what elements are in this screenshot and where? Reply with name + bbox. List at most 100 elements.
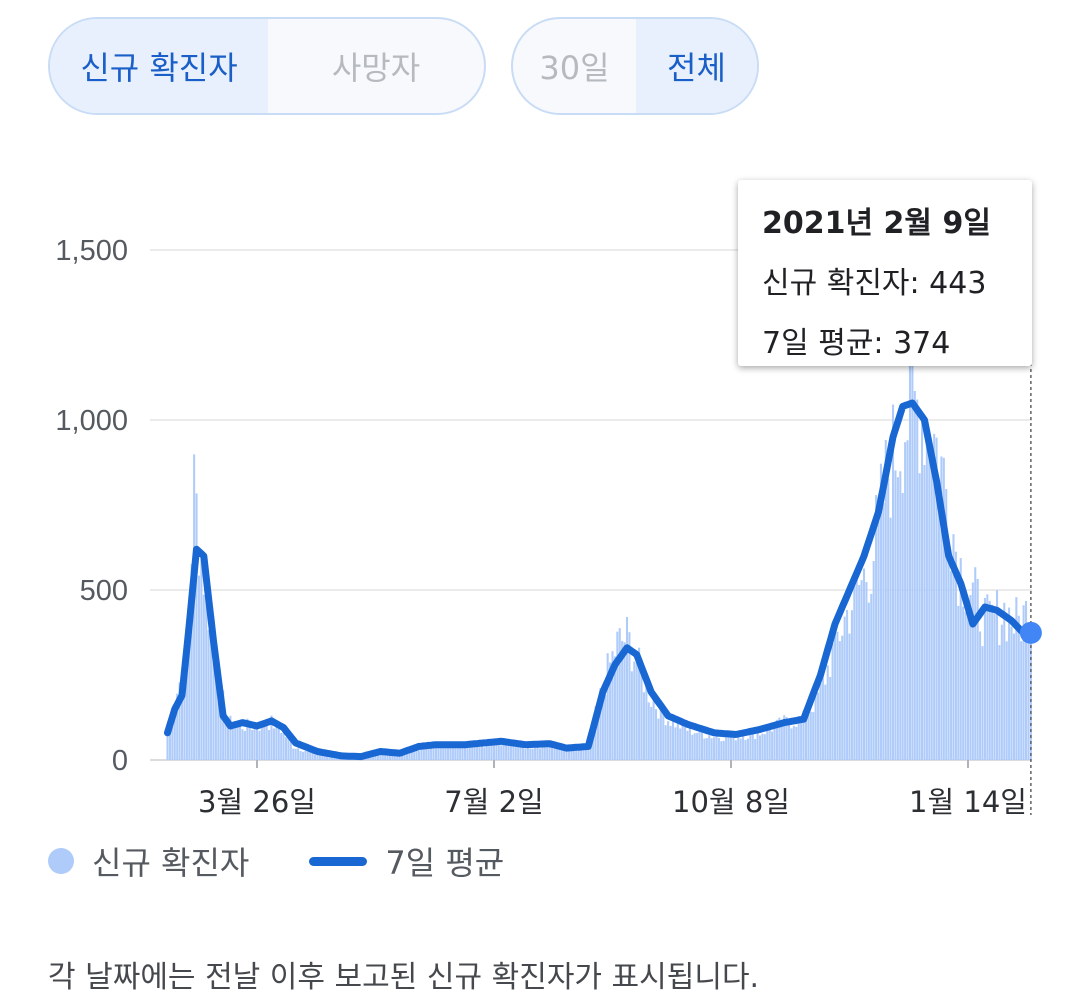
case-bar [587,744,590,760]
case-bar [872,560,875,760]
case-bar [461,746,464,760]
case-bar [739,738,742,760]
case-bar [572,748,575,760]
tooltip-date: 2021년 2월 9일 [762,206,991,241]
case-bar [459,747,462,760]
case-bar [1005,641,1008,760]
case-bar [998,645,1001,760]
case-bar [628,632,631,760]
case-bar [415,750,418,760]
case-bar [451,742,454,760]
case-bar [957,605,960,760]
case-bar [301,751,304,760]
case-bar [1027,643,1030,760]
case-bar [865,582,868,760]
case-bar [621,640,624,760]
case-bar [841,635,844,760]
case-bar [908,341,911,760]
case-bar [659,700,662,760]
case-bar [531,748,534,760]
case-bar [483,747,486,760]
case-bar [570,748,573,760]
case-bar [485,742,488,760]
case-bar [490,743,493,760]
case-bar [609,662,612,760]
case-bar [877,497,880,760]
metric-option-deaths[interactable]: 사망자 [331,49,421,87]
case-bar [616,631,619,760]
case-bar [1022,605,1025,760]
case-bar [734,740,737,760]
case-bar [642,692,645,760]
case-bar [241,729,244,760]
case-bar [833,622,837,760]
case-bar [558,749,561,760]
case-bar [434,742,437,760]
case-bar [894,470,897,760]
case-bar [618,628,621,760]
case-bar [807,714,810,760]
case-bar [991,604,994,760]
case-bar [173,708,176,760]
range-option-30-days[interactable]: 30일 [539,49,610,87]
case-bar [630,671,633,760]
range-option-all[interactable]: 전체 [636,19,757,113]
case-bar [717,737,720,760]
case-bar [947,548,950,760]
case-bar [553,745,556,760]
case-bar [253,725,256,760]
case-bar [983,597,986,760]
case-bar [478,746,481,760]
case-bar [437,746,440,760]
case-bar [408,752,411,760]
case-bar [294,748,297,760]
case-bar [862,568,866,760]
case-bar [981,646,984,760]
case-bar [604,695,607,760]
case-bar [700,732,704,760]
case-bar [326,755,329,760]
case-bar [720,741,723,760]
case-bar [543,745,546,760]
case-bar [882,503,885,760]
case-bar [214,676,217,760]
case-bar [430,742,433,760]
case-bar [693,733,696,760]
case-bar [444,747,447,760]
cases-chart[interactable]: 0 500 1,000 1,500 3월 26일 7월 2일 10월 8일 1월 14일 [0,170,1078,830]
case-bar [316,755,319,760]
case-bar [664,725,667,760]
case-bar [596,702,600,760]
case-bar [466,747,469,760]
case-bar [188,605,191,760]
case-bar [178,682,181,760]
metric-option-cases[interactable]: 신규 확진자 [50,19,268,113]
case-bar [468,745,471,760]
case-bar [599,687,602,760]
case-bar [500,745,503,760]
case-bar [763,734,766,760]
case-bar [688,725,691,760]
case-bar [422,745,425,760]
case-bar [742,736,745,760]
case-bar [744,740,747,760]
case-bar [304,751,307,760]
case-bar [889,517,892,760]
legend-average-swatch [309,856,368,866]
case-bar [911,363,914,760]
y-tick-label: 500 [80,575,128,607]
case-bar [870,593,873,760]
case-bar [439,747,442,760]
case-bar [696,732,699,760]
case-bar [575,745,578,760]
case-bar [979,631,982,760]
case-bar [928,450,931,760]
case-bar [197,575,200,760]
case-bar [795,726,798,760]
case-bar [246,718,249,760]
case-bar [652,701,655,760]
case-bar [425,744,428,760]
case-bar [754,738,757,760]
case-bar [773,724,776,760]
case-bar [679,728,682,760]
